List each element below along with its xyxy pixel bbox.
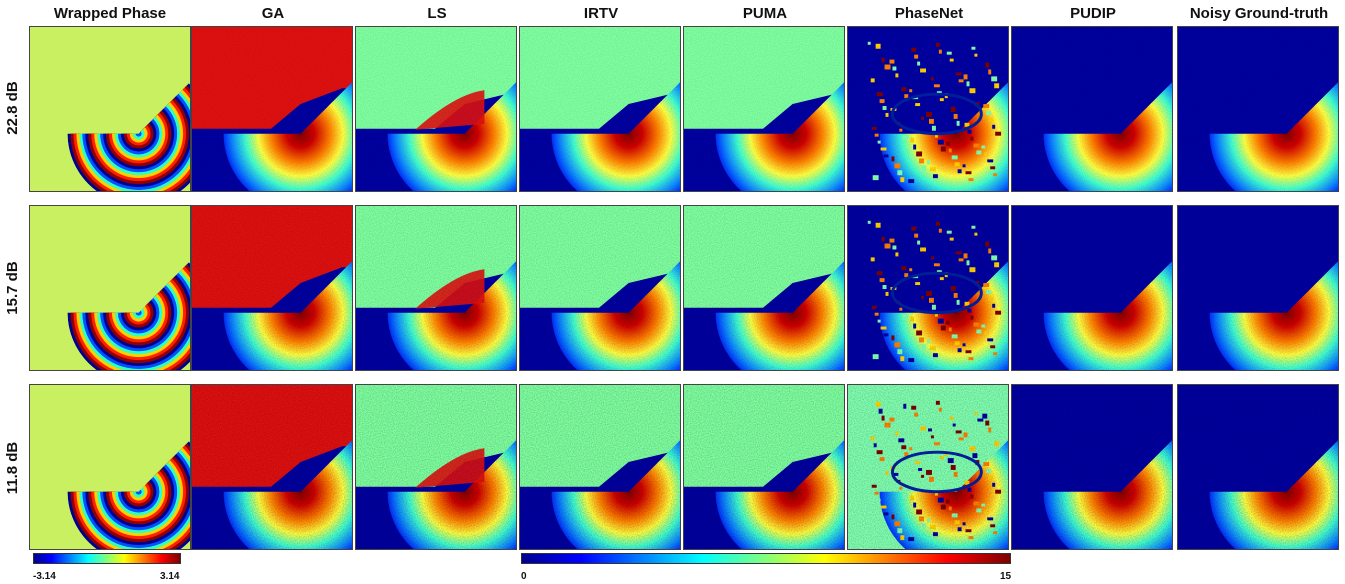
result-panel: [355, 26, 517, 192]
result-panel: [1011, 205, 1173, 371]
column-title-puma: PUMA: [742, 5, 788, 22]
result-panel: [29, 205, 191, 371]
row-label-11-8-db: 11.8 dB: [4, 441, 21, 495]
result-panel: [29, 384, 191, 550]
result-panel: [355, 384, 517, 550]
result-panel: [683, 384, 845, 550]
result-panel: [191, 384, 353, 550]
column-title-ls: LS: [427, 5, 447, 22]
column-title-pudip: PUDIP: [1070, 5, 1116, 22]
column-title-wrapped-phase: Wrapped Phase: [53, 5, 167, 22]
wrapped-colorbar-min: -3.14: [33, 571, 56, 582]
result-panel: [519, 205, 681, 371]
column-title-phasenet: PhaseNet: [894, 5, 964, 22]
result-panel: [355, 205, 517, 371]
result-panel: [847, 26, 1009, 192]
result-panel: [683, 205, 845, 371]
result-panel: [1011, 384, 1173, 550]
result-panel: [1177, 26, 1339, 192]
result-panel: [191, 205, 353, 371]
wrapped-colorbar-max: 3.14: [160, 571, 180, 582]
result-panel: [191, 26, 353, 192]
unwrapped-phase-colorbar: [521, 553, 1011, 564]
phase-colorbar-max: 15: [1000, 571, 1012, 582]
result-panel: [29, 26, 191, 192]
row-label-22-8-db: 22.8 dB: [4, 81, 21, 135]
wrapped-phase-colorbar: [33, 553, 181, 564]
phase-colorbar-min: 0: [521, 571, 527, 582]
result-panel: [683, 26, 845, 192]
result-panel: [847, 384, 1009, 550]
result-panel: [1177, 384, 1339, 550]
column-title-ga: GA: [261, 5, 285, 22]
column-title-irtv: IRTV: [583, 5, 619, 22]
result-panel: [519, 384, 681, 550]
result-panel: [847, 205, 1009, 371]
result-panel: [519, 26, 681, 192]
result-panel: [1011, 26, 1173, 192]
result-panel: [1177, 205, 1339, 371]
row-label-15-7-db: 15.7 dB: [4, 261, 21, 315]
column-title-noisy-ground-truth: Noisy Ground-truth: [1189, 5, 1329, 22]
